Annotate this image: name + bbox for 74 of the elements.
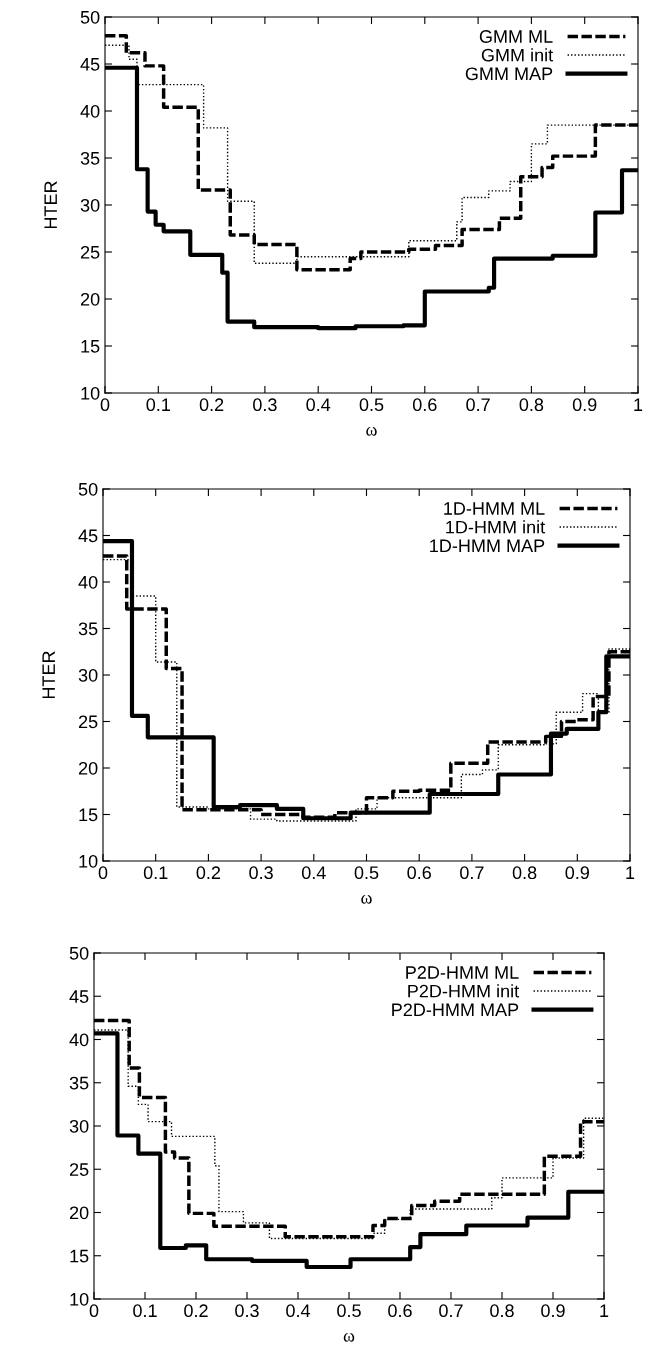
y-tick-label: 50 xyxy=(69,946,89,960)
x-tick-label: 0.2 xyxy=(196,866,221,880)
x-tick-label: 0 xyxy=(89,1304,99,1318)
y-tick-label: 25 xyxy=(69,1163,89,1176)
x-tick-label: 0.3 xyxy=(249,866,273,880)
x-tick-label: 0.8 xyxy=(519,398,544,412)
legend-label: 1D-HMM init xyxy=(446,520,546,534)
y-tick-label: 40 xyxy=(80,104,100,118)
y-tick-label: 20 xyxy=(69,1206,89,1220)
y-tick-label: 15 xyxy=(81,340,100,353)
x-tick-label: 0.5 xyxy=(337,1304,361,1318)
y-axis-title: HTER xyxy=(44,181,57,229)
x-tick-label: 0.6 xyxy=(388,1304,412,1318)
y-tick-label: 30 xyxy=(78,668,98,682)
y-tick-label: 45 xyxy=(69,990,89,1003)
x-tick-label: 0.9 xyxy=(541,1304,565,1318)
legend-label: 1D-HMM MAP xyxy=(430,539,545,552)
y-tick-label: 15 xyxy=(79,808,98,822)
x-tick-label: 0.8 xyxy=(512,866,537,880)
x-tick-label: 0.9 xyxy=(565,866,589,880)
y-tick-label: 20 xyxy=(80,292,100,306)
x-axis-title: ω xyxy=(343,1333,355,1342)
x-tick-label: 0.1 xyxy=(146,398,170,412)
x-tick-label: 0.8 xyxy=(490,1304,514,1318)
x-tick-label: 0.6 xyxy=(412,398,437,412)
x-tick-label: 0.2 xyxy=(184,1304,208,1318)
x-tick-label: 0.3 xyxy=(235,1304,259,1318)
y-tick-label: 25 xyxy=(80,245,100,259)
x-tick-label: 0 xyxy=(98,866,108,880)
x-tick-label: 0.4 xyxy=(301,866,326,880)
x-tick-label: 0.4 xyxy=(286,1304,311,1318)
x-tick-label: 1 xyxy=(634,398,643,411)
legend-label: GMM ML xyxy=(479,30,553,43)
legend-label: 1D-HMM ML xyxy=(444,502,545,515)
y-tick-label: 25 xyxy=(78,715,98,729)
x-tick-label: 0.5 xyxy=(359,398,384,412)
x-tick-label: 1 xyxy=(626,866,635,879)
x-tick-label: 0.4 xyxy=(306,398,331,412)
x-tick-label: 0.2 xyxy=(199,398,224,412)
x-axis-title: ω xyxy=(366,427,377,436)
legend-label: GMM MAP xyxy=(465,67,553,81)
y-tick-label: 45 xyxy=(80,58,100,71)
y-tick-label: 40 xyxy=(78,575,98,589)
y-tick-label: 35 xyxy=(69,1076,89,1090)
y-tick-label: 45 xyxy=(78,529,98,543)
y-tick-label: 50 xyxy=(80,10,100,24)
x-tick-label: 1 xyxy=(600,1304,609,1317)
legend-label: GMM init xyxy=(481,48,554,62)
y-tick-label: 30 xyxy=(69,1119,89,1133)
x-axis-title: ω xyxy=(361,895,372,904)
y-tick-label: 50 xyxy=(78,482,98,496)
x-tick-label: 0 xyxy=(100,398,110,412)
x-tick-label: 0.7 xyxy=(439,1304,463,1318)
y-axis-title: HTER xyxy=(42,651,55,699)
y-tick-label: 35 xyxy=(78,622,98,636)
x-tick-label: 0.6 xyxy=(407,866,431,880)
y-tick-label: 40 xyxy=(69,1033,89,1047)
legend-label: P2D-HMM init xyxy=(408,984,520,998)
x-tick-label: 0.3 xyxy=(253,398,277,412)
y-tick-label: 15 xyxy=(70,1249,89,1263)
y-tick-label: 30 xyxy=(80,198,100,212)
y-tick-label: 20 xyxy=(78,761,98,775)
y-tick-label: 10 xyxy=(81,386,100,400)
legend-label: P2D-HMM MAP xyxy=(392,1003,519,1016)
y-tick-label: 10 xyxy=(70,1292,89,1306)
x-tick-label: 0.7 xyxy=(466,398,490,412)
y-tick-label: 10 xyxy=(79,854,98,868)
x-tick-label: 0.5 xyxy=(354,866,379,880)
legend-label: P2D-HMM ML xyxy=(406,966,519,979)
x-tick-label: 0.9 xyxy=(572,398,597,412)
x-tick-label: 0.1 xyxy=(143,866,168,880)
x-tick-label: 0.7 xyxy=(460,866,484,880)
x-tick-label: 0.1 xyxy=(133,1304,157,1318)
y-tick-label: 35 xyxy=(80,151,100,165)
